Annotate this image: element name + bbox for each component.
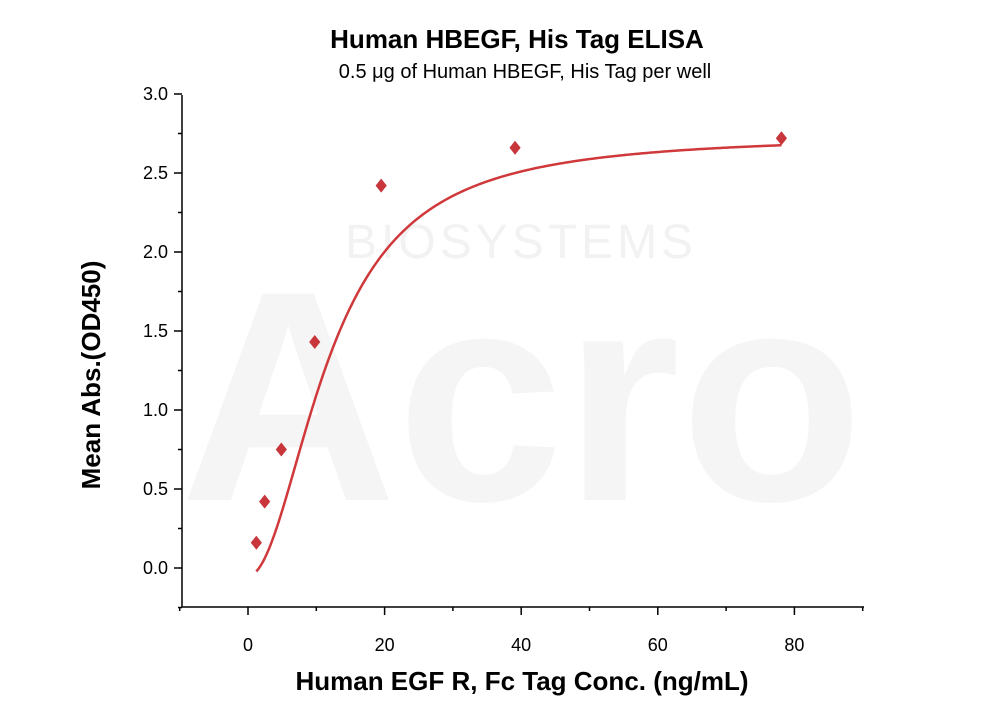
data-point: [509, 140, 521, 155]
data-point: [250, 535, 262, 550]
data-point: [259, 494, 271, 509]
x-tick-label: 60: [648, 635, 668, 655]
x-axis-ticks: 0 20 40 60 80: [178, 607, 864, 655]
y-tick-label: 2.0: [143, 242, 168, 262]
watermark-text: BIOSYSTEMS: [345, 216, 697, 269]
y-tick-label: 2.5: [143, 163, 168, 183]
y-tick-label: 3.0: [143, 84, 168, 104]
x-axis-label: Human EGF R, Fc Tag Conc. (ng/mL): [295, 666, 748, 696]
y-axis-label: Mean Abs.(OD450): [76, 261, 106, 490]
x-tick-label: 40: [511, 635, 531, 655]
fit-curve: [255, 144, 782, 573]
data-point: [275, 442, 287, 457]
x-tick-label: 20: [375, 635, 395, 655]
chart-title: Human HBEGF, His Tag ELISA: [330, 24, 704, 54]
y-tick-label: 0.0: [143, 558, 168, 578]
watermark-logo: Acro: [180, 228, 864, 564]
chart-subtitle: 0.5 μg of Human HBEGF, His Tag per well: [339, 61, 711, 83]
plot-area: [250, 131, 788, 573]
y-axis-ticks: 0.0 0.5 1.0 1.5 2.0 2.5 3.0: [143, 84, 182, 609]
data-point: [309, 335, 321, 350]
data-point: [375, 178, 387, 193]
watermark: BIOSYSTEMS Acro: [180, 216, 864, 564]
y-tick-label: 0.5: [143, 479, 168, 499]
x-tick-label: 0: [243, 635, 253, 655]
y-tick-label: 1.0: [143, 400, 168, 420]
x-tick-label: 80: [784, 635, 804, 655]
data-point: [775, 131, 788, 146]
y-tick-label: 1.5: [143, 321, 168, 341]
